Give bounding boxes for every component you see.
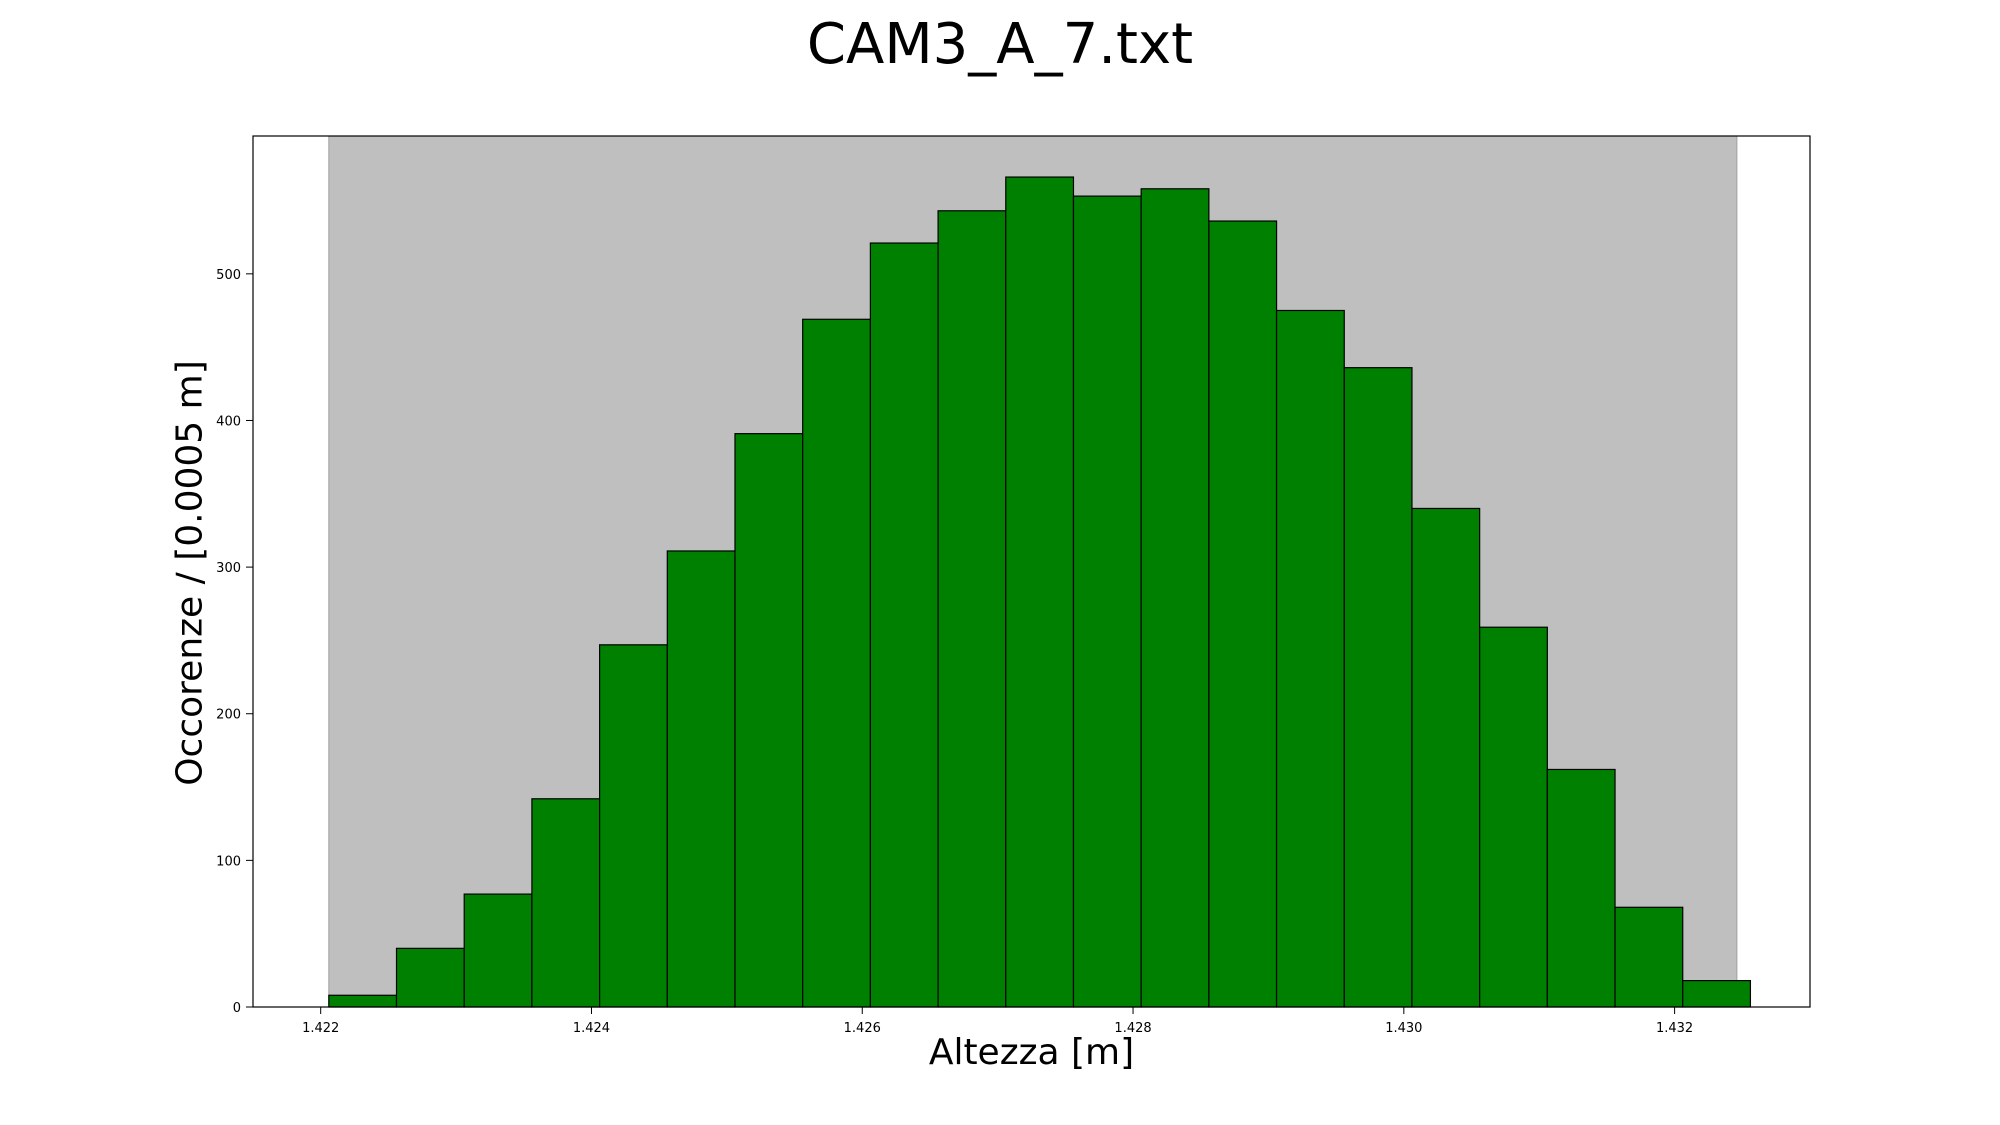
y-tick-label: 300 [216, 561, 241, 576]
histogram-bar [1479, 626, 1548, 1008]
x-tick-label: 1.430 [1385, 1021, 1422, 1036]
y-tick-label: 100 [216, 854, 241, 869]
histogram-bar [599, 644, 668, 1008]
x-tick-label: 1.432 [1656, 1021, 1693, 1036]
histogram-bar [666, 550, 736, 1008]
x-tick-label: 1.424 [573, 1021, 610, 1036]
histogram-bar [1072, 195, 1142, 1008]
histogram-bar [531, 798, 601, 1008]
histogram-bar [395, 947, 465, 1008]
x-tick-label: 1.426 [844, 1021, 881, 1036]
axes-frame [252, 135, 1811, 1008]
histogram-bar [869, 242, 939, 1008]
y-tick-label: 500 [216, 268, 241, 283]
histogram-bar [937, 210, 1007, 1008]
histogram-bar [1208, 220, 1278, 1008]
histogram-bar [802, 318, 871, 1008]
histogram-bar [1343, 367, 1413, 1008]
y-tick-label: 0 [233, 1001, 241, 1016]
histogram-bar [1005, 176, 1075, 1008]
x-tick-label: 1.428 [1114, 1021, 1151, 1036]
histogram-bar [734, 433, 804, 1008]
chart-title: CAM3_A_7.txt [806, 12, 1194, 77]
x-axis-label: Altezza [m] [928, 1032, 1135, 1073]
y-tick-label: 200 [216, 708, 241, 723]
histogram-bar [1614, 906, 1684, 1008]
histogram-bar [1682, 980, 1752, 1008]
histogram-bar [1411, 507, 1481, 1008]
bars-layer [328, 176, 1752, 1008]
x-tick-label: 1.422 [302, 1021, 339, 1036]
histogram-bar [1546, 768, 1616, 1008]
y-tick-label: 400 [216, 414, 241, 429]
histogram-bar [328, 994, 398, 1008]
ticks-layer: 1.422 1.424 1.426 1.428 1.430 1.432 0 100 200 300… [216, 268, 1693, 1036]
histogram-bar [1275, 309, 1345, 1008]
histogram-bar [463, 893, 533, 1008]
histogram-bar [1140, 188, 1210, 1008]
